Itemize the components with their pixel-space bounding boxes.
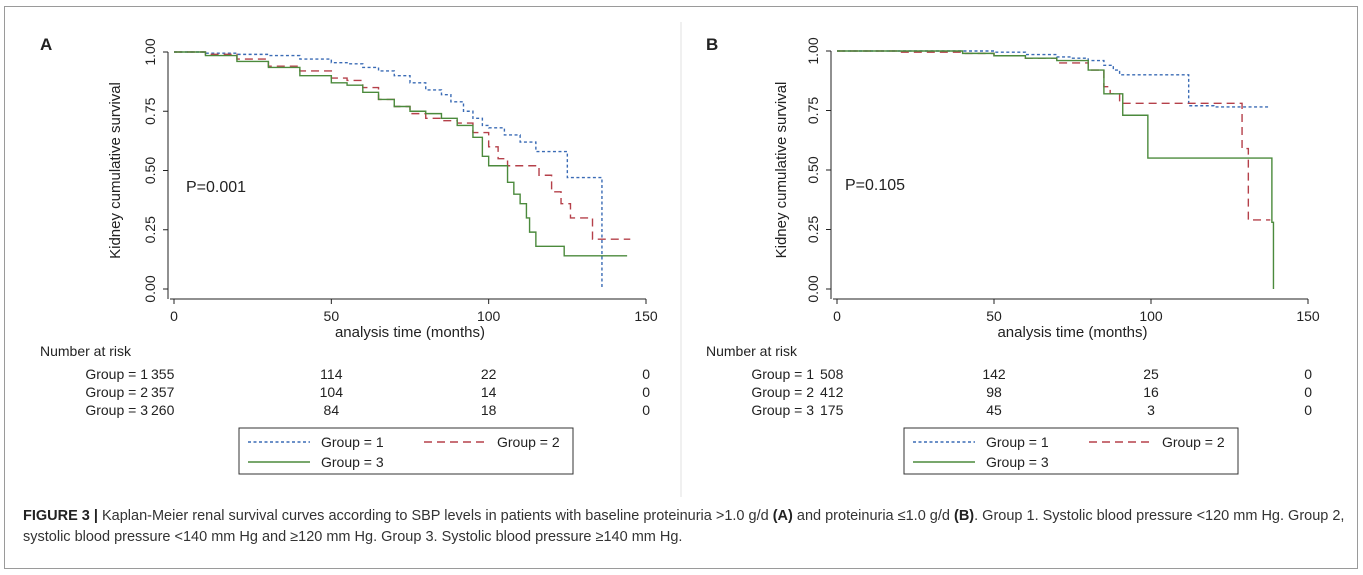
panel-b-legend-label: Group = 2 (1162, 434, 1225, 450)
panel-a-label: A (40, 35, 52, 54)
panel-a-risk-value: 0 (642, 384, 650, 400)
caption-ref-b: (B) (953, 508, 975, 524)
panel-a-risk-value: 114 (320, 366, 343, 382)
panel-b-legend-box (903, 427, 1239, 475)
panel-a-legend-box (238, 427, 574, 475)
panel-a-risk-value: 260 (151, 402, 175, 418)
panel-b-risk-value: 45 (986, 402, 1002, 418)
panel-a-risk-table-title: Number at risk (40, 343, 132, 359)
panel-a-p-value: P=0.001 (186, 179, 246, 196)
panel-a-risk-row-label: Group = 2 (85, 384, 148, 400)
panel-b-x-tick-label: 150 (1296, 308, 1320, 324)
panel-b-y-tick-label: 0.25 (805, 216, 821, 243)
panel-b-risk-value: 412 (820, 384, 844, 400)
panel-a-risk-value: 104 (320, 384, 344, 400)
panel-b-y-tick-label: 0.75 (805, 97, 821, 124)
panel-a-risk-value: 0 (642, 366, 650, 382)
panel-b-risk-value: 16 (1143, 384, 1159, 400)
panel-a-y-tick-label: 1.00 (142, 38, 158, 65)
panel-b-risk-value: 508 (820, 366, 844, 382)
panel-a-y-tick-label: 0.00 (142, 275, 158, 302)
panel-a-risk-value: 357 (151, 384, 175, 400)
panel-b-risk-row-label: Group = 2 (751, 384, 814, 400)
caption-text-2: and proteinuria ≤1.0 g/d (792, 508, 954, 524)
panel-b-risk-value: 0 (1304, 384, 1312, 400)
panel-b-risk-row-label: Group = 3 (751, 402, 814, 418)
panel-b-x-axis-title: analysis time (months) (997, 324, 1147, 341)
panel-b-y-tick-label: 0.50 (805, 156, 821, 183)
panel-a-x-tick-label: 100 (477, 308, 501, 324)
panel-a-risk-value: 0 (642, 402, 650, 418)
panel-b-x-tick-label: 100 (1139, 308, 1163, 324)
panel-a-x-axis-title: analysis time (months) (335, 324, 485, 341)
panel-a-y-axis-title: Kidney cumulative survival (107, 82, 124, 259)
caption-figure-label: FIGURE 3 | (23, 508, 98, 524)
panel-b-x-tick-label: 0 (833, 308, 841, 324)
panel-b-curve-group-1 (837, 50, 1271, 108)
figure-frame (4, 6, 1358, 569)
panel-a-risk-value: 355 (151, 366, 175, 382)
panel-b-legend-label: Group = 3 (986, 454, 1049, 470)
panel-b-p-value: P=0.105 (845, 177, 905, 194)
panel-a-x-tick-label: 0 (170, 308, 178, 324)
caption-ref-a: (A) (772, 508, 793, 524)
panel-b-risk-value: 25 (1143, 366, 1159, 382)
panel-b-risk-value: 98 (986, 384, 1002, 400)
panel-a-risk-value: 84 (324, 402, 340, 418)
panel-b-curve-group-3 (837, 50, 1275, 289)
panel-b-risk-value: 0 (1304, 402, 1312, 418)
panel-b-risk-value: 0 (1304, 366, 1312, 382)
panel-a-y-tick-label: 0.25 (142, 216, 158, 243)
panel-b-risk-value: 142 (982, 366, 1006, 382)
panel-a-x-tick-label: 150 (634, 308, 658, 324)
panel-b-risk-value: 3 (1147, 402, 1155, 418)
panel-a-y-tick-label: 0.50 (142, 157, 158, 184)
panel-b-risk-table-title: Number at risk (706, 343, 798, 359)
panel-b-risk-value: 175 (820, 402, 844, 418)
panel-b-y-axis-title: Kidney cumulative survival (773, 82, 790, 259)
panel-a-legend-label: Group = 1 (321, 434, 384, 450)
panel-a-y-tick-label: 0.75 (142, 97, 158, 124)
panel-a-risk-value: 14 (481, 384, 497, 400)
panel-a-risk-value: 22 (481, 366, 497, 382)
panel-b-x-tick-label: 50 (986, 308, 1002, 324)
panel-b-legend-label: Group = 1 (986, 434, 1049, 450)
caption-text-3: . Group 1. Systolic blood pressure <120 … (23, 508, 1345, 545)
panel-a-risk-row-label: Group = 1 (85, 366, 148, 382)
figure-caption: FIGURE 3 | Kaplan-Meier renal survival c… (23, 506, 1348, 548)
panel-a-legend-label: Group = 3 (321, 454, 384, 470)
panel-b-risk-row-label: Group = 1 (751, 366, 814, 382)
panel-a-legend-label: Group = 2 (497, 434, 560, 450)
figure-chart-area: A 0 50 100 150 0.00 0.25 0.50 0.75 1.00 Kidney cum… (40, 22, 1320, 497)
panel-a-risk-value: 18 (481, 402, 497, 418)
panel-b-y-tick-label: 1.00 (805, 37, 821, 64)
panel-a-curve-group-2 (174, 51, 631, 240)
panel-a-x-tick-label: 50 (324, 308, 340, 324)
panel-a-curve-group-1 (174, 51, 603, 289)
panel-b-y-tick-label: 0.00 (805, 275, 821, 302)
panel-b-label: B (706, 35, 718, 54)
panel-a-risk-row-label: Group = 3 (85, 402, 148, 418)
panel-a-curve-group-3 (174, 51, 628, 257)
caption-text-1: Kaplan-Meier renal survival curves accor… (97, 508, 773, 524)
panel-b-curve-group-2 (837, 50, 1271, 221)
